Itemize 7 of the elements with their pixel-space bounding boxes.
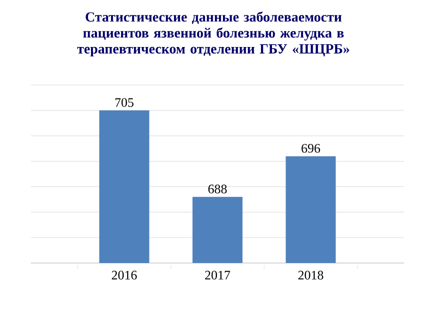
chart-title: Статистические данные заболеваемости пациентов язвенной болезнью желудка в терапевтическом отделении ГБУ «ШЦРБ» (77, 12, 350, 56)
x-tick-label: 2018 (298, 270, 324, 280)
x-tick-label: 2017 (205, 270, 230, 280)
x-tick-label: 2016 (112, 270, 137, 280)
data-label: 705 (115, 98, 134, 107)
data-label: 696 (302, 144, 320, 153)
data-label: 688 (208, 184, 227, 194)
